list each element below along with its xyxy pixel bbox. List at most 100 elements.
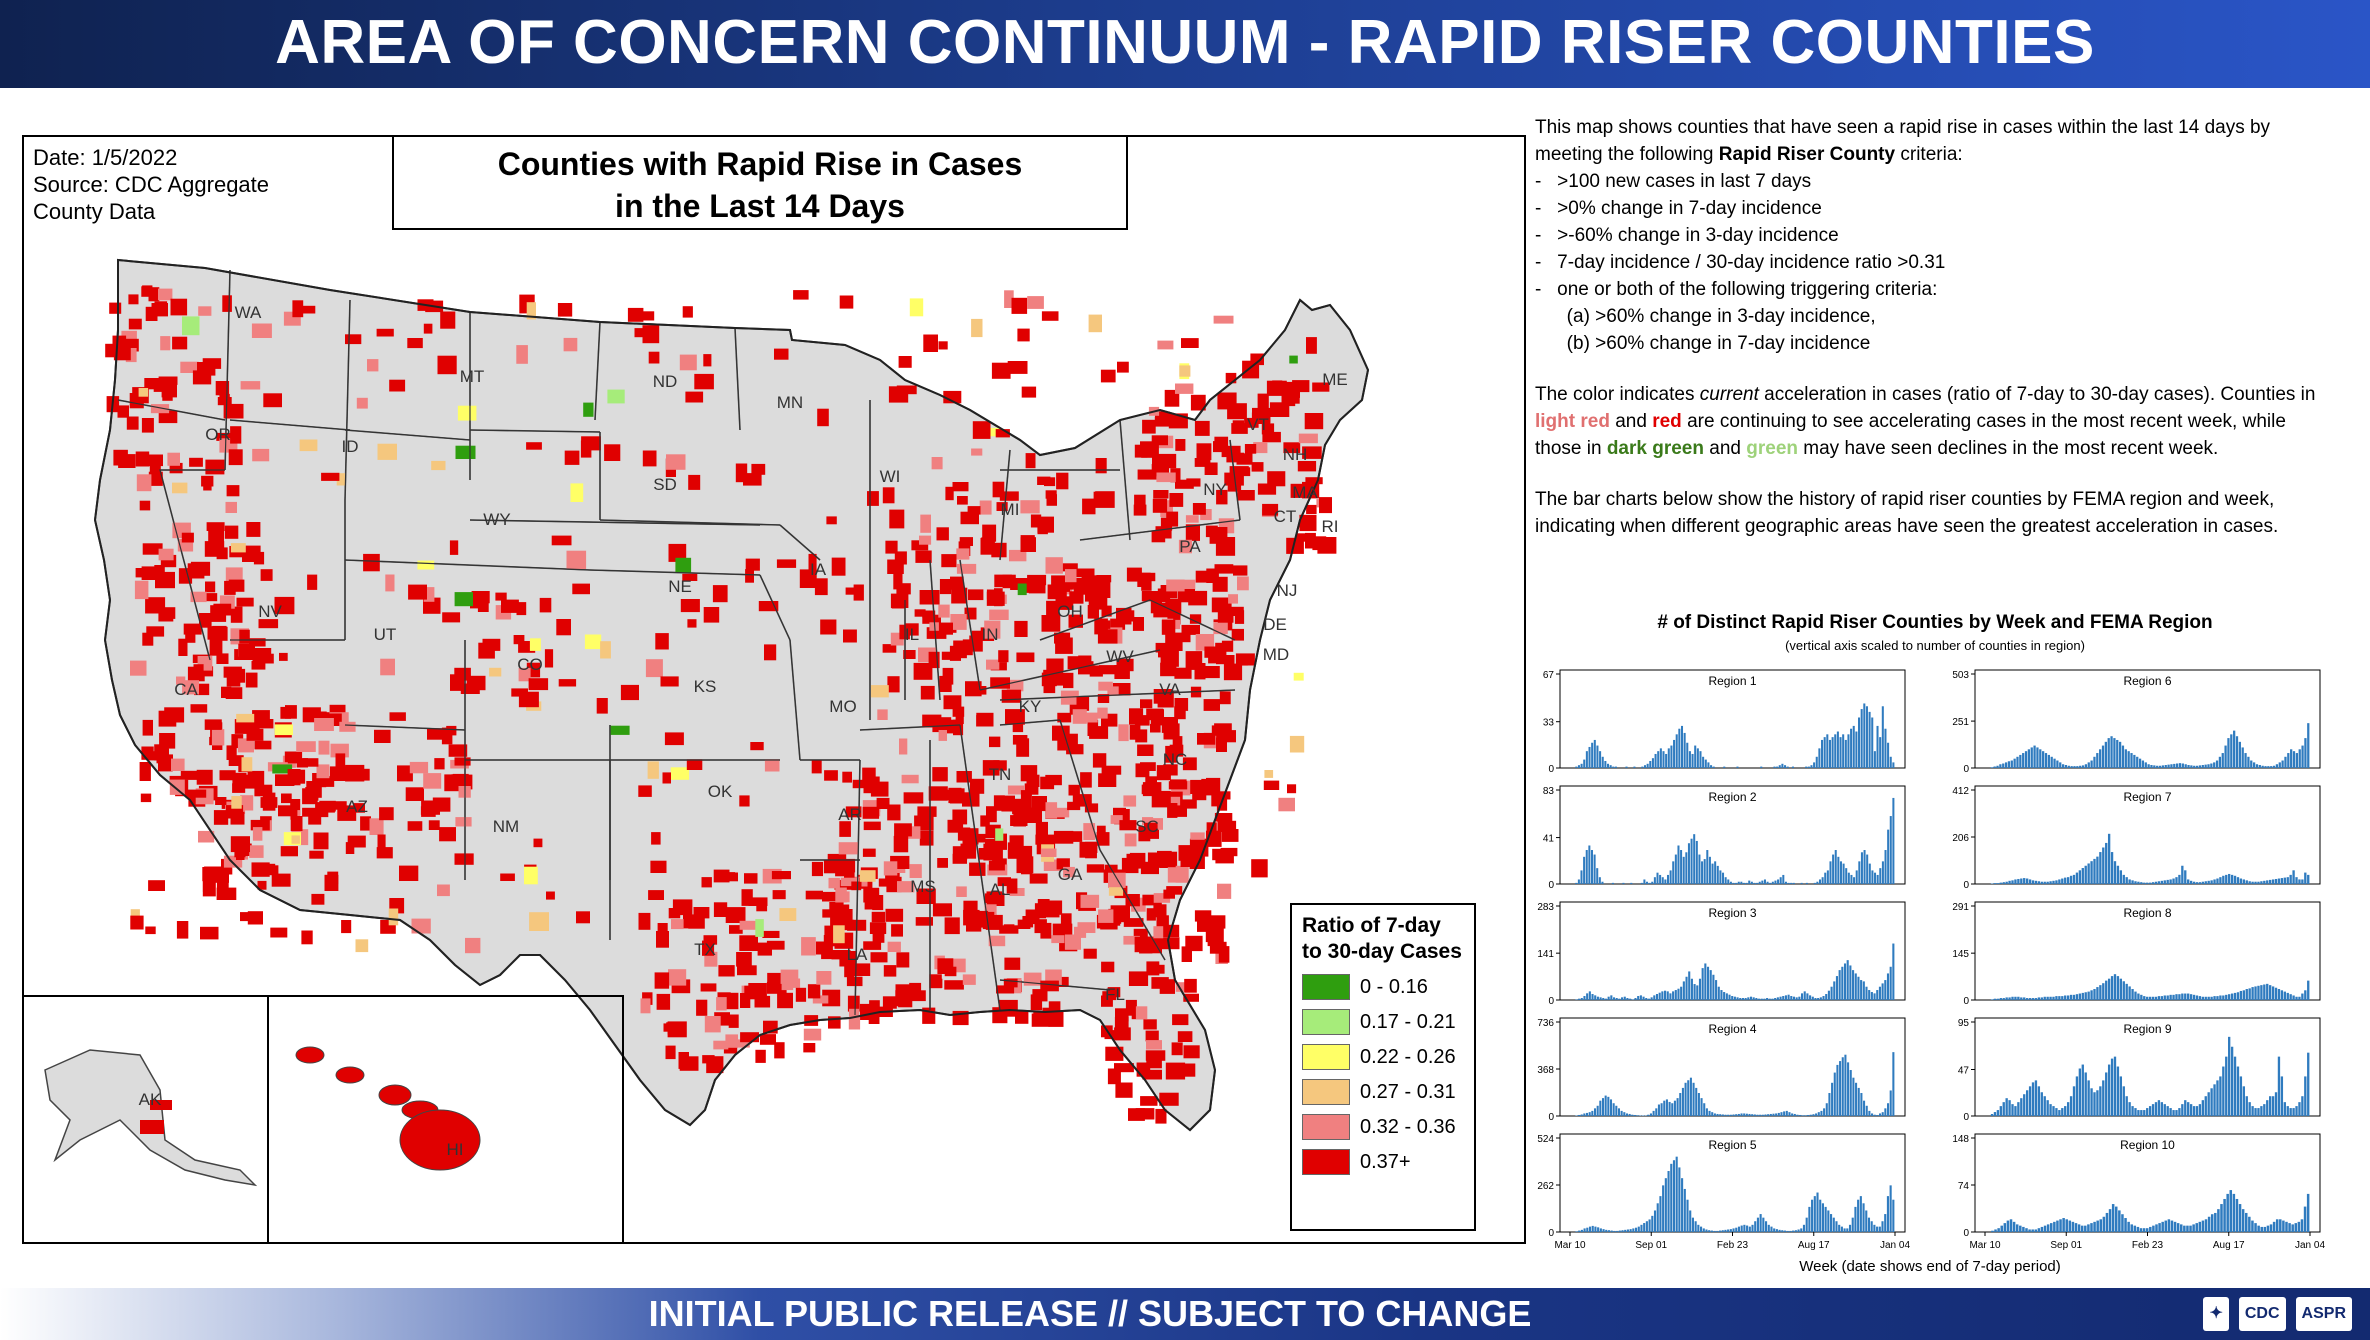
- county-cell: [477, 593, 489, 612]
- county-cell: [358, 768, 370, 781]
- county-cell: [938, 604, 950, 618]
- bar: [2140, 882, 2143, 884]
- bar: [2138, 758, 2142, 768]
- charts-title: # of Distinct Rapid Riser Counties by We…: [1657, 612, 2213, 633]
- bar: [1612, 997, 1616, 1000]
- county-cell: [142, 543, 163, 555]
- bar: [1647, 1114, 1650, 1116]
- map-title-box: Counties with Rapid Rise in Cases in the…: [392, 135, 1128, 230]
- county-cell: [209, 637, 223, 656]
- county-cell: [931, 457, 943, 470]
- bar: [2230, 1046, 2234, 1116]
- county-cell: [145, 926, 156, 935]
- county-cell: [216, 887, 237, 900]
- bar: [1807, 766, 1810, 768]
- bar: [1748, 880, 1751, 884]
- bar: [2061, 764, 2065, 768]
- bar: [1670, 1163, 1673, 1232]
- bar: [2105, 1072, 2108, 1116]
- bar: [2069, 875, 2073, 884]
- county-cell: [996, 985, 1015, 994]
- county-cell: [909, 298, 924, 317]
- county-cell: [1069, 702, 1080, 715]
- bar: [1751, 1224, 1754, 1232]
- bar: [1881, 1221, 1884, 1232]
- y-tick-label: 524: [1537, 1134, 1554, 1145]
- bar: [1816, 881, 1819, 884]
- bar: [2099, 985, 2102, 1000]
- county-cell: [1128, 971, 1149, 986]
- county-cell: [1123, 795, 1137, 807]
- county-cell: [146, 626, 165, 637]
- county-cell: [703, 935, 718, 945]
- bar: [2137, 1110, 2140, 1116]
- bar: [2201, 881, 2204, 884]
- bar: [2277, 1056, 2281, 1116]
- bar: [1756, 1114, 1759, 1116]
- bar: [1647, 998, 1650, 1000]
- bar: [2096, 987, 2099, 1000]
- bar: [1622, 882, 1625, 884]
- bar: [2015, 1224, 2019, 1232]
- bar: [1695, 1087, 1698, 1116]
- county-cell: [685, 391, 704, 403]
- county-cell: [572, 583, 590, 595]
- bar: [1701, 968, 1704, 1000]
- legend-item: 0.17 - 0.21: [1302, 1009, 1464, 1035]
- bar: [1646, 763, 1649, 768]
- bar: [1676, 1098, 1679, 1116]
- county-cell: [776, 559, 797, 568]
- county-cell: [1086, 864, 1105, 873]
- bar: [1659, 874, 1662, 884]
- bar: [2030, 747, 2033, 768]
- bar: [1708, 1230, 1711, 1232]
- county-cell: [454, 667, 471, 681]
- county-cell: [1048, 1001, 1061, 1013]
- bar: [2213, 1084, 2216, 1116]
- bar: [2158, 1223, 2161, 1232]
- bar: [1585, 751, 1588, 768]
- bar: [1881, 706, 1884, 768]
- bar: [2222, 875, 2225, 884]
- county-cell: [737, 965, 757, 976]
- county-cell: [1297, 461, 1317, 472]
- county-cell: [1101, 995, 1113, 1007]
- county-cell: [1073, 578, 1093, 595]
- bar: [2008, 1100, 2011, 1116]
- bar: [2034, 880, 2038, 884]
- bar: [2005, 881, 2008, 884]
- county-cell: [1217, 820, 1237, 832]
- bar: [2043, 881, 2046, 884]
- bar: [2283, 877, 2286, 884]
- county-cell: [997, 877, 1011, 887]
- county-cell: [313, 832, 329, 850]
- bar: [2176, 1223, 2180, 1232]
- bar: [2145, 1228, 2149, 1232]
- bar: [2274, 987, 2278, 1000]
- county-cell: [887, 804, 901, 821]
- description-para-2: The color indicates current acceleration…: [1535, 384, 2316, 459]
- bar: [2215, 760, 2219, 768]
- bar: [1724, 1114, 1727, 1116]
- bar: [2236, 877, 2240, 884]
- bar: [1683, 1188, 1686, 1232]
- county-cell: [1030, 994, 1043, 1011]
- legend-swatch: [1302, 1009, 1350, 1035]
- bar: [2263, 984, 2266, 1000]
- bar: [2142, 1228, 2146, 1232]
- county-cell: [356, 397, 368, 409]
- bar: [1718, 1230, 1722, 1232]
- bar: [2049, 996, 2052, 1000]
- county-cell: [967, 506, 981, 515]
- county-cell: [187, 563, 205, 574]
- county-cell: [950, 614, 967, 630]
- bar: [1706, 966, 1710, 1000]
- bar: [2244, 753, 2247, 768]
- county-cell: [1104, 1030, 1123, 1040]
- bar: [1737, 1226, 1741, 1232]
- bar: [1746, 1225, 1749, 1232]
- county-cell: [237, 738, 254, 753]
- county-cell: [943, 695, 962, 710]
- county-cell: [696, 999, 708, 1016]
